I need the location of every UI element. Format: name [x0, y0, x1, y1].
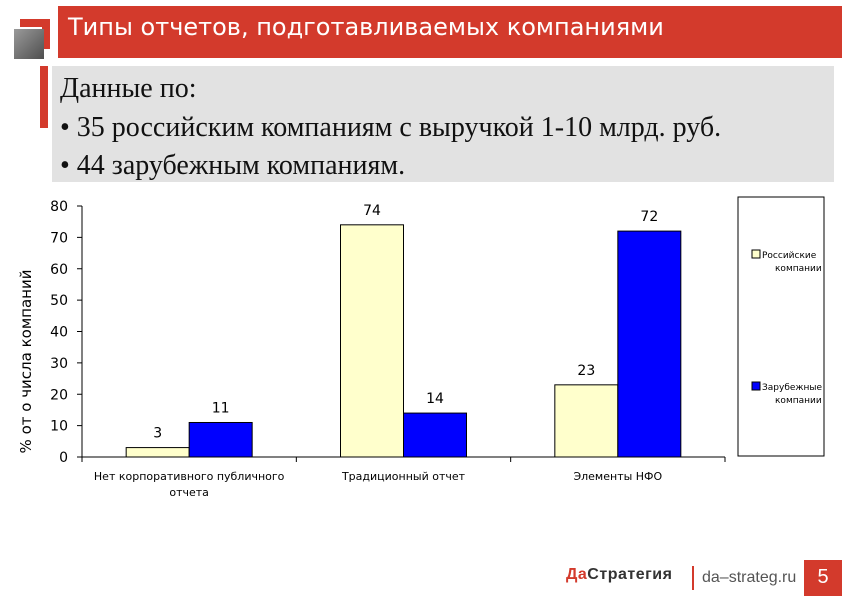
slide-title: Типы отчетов, подготавливаемых компаниям… [68, 13, 664, 41]
legend-label: компании [775, 264, 822, 274]
data-label: 72 [640, 209, 658, 225]
y-tick-label: 40 [50, 325, 68, 341]
data-label: 74 [363, 203, 381, 219]
legend-label: Российские [762, 251, 817, 261]
bar [617, 230, 682, 458]
y-tick-label: 80 [50, 199, 68, 215]
brand-accent-text: Да [566, 566, 588, 583]
brand-text: Стратегия [587, 566, 673, 583]
page-number: 5 [817, 566, 829, 588]
legend-label: компании [775, 396, 822, 406]
footer-site-link[interactable]: da–strateg.ru [702, 569, 797, 586]
footer-separator [692, 566, 694, 590]
y-tick-label: 70 [50, 230, 68, 246]
data-label: 3 [153, 426, 162, 442]
x-tick-label: отчета [169, 486, 209, 499]
legend-swatch [751, 249, 761, 259]
title-bar [58, 6, 842, 58]
bar [188, 421, 253, 458]
bar [403, 412, 467, 458]
x-tick-label: Традиционный отчет [341, 470, 466, 483]
info-box [52, 66, 834, 182]
y-tick-label: 30 [50, 356, 68, 372]
y-tick-label: 10 [50, 419, 68, 435]
page-number-box [804, 560, 842, 596]
y-axis-label: % от о числа компаний [17, 270, 35, 454]
info-bullet: • 44 зарубежным компаниям. [60, 150, 406, 181]
info-bullet: • 35 российским компаниям с выручкой 1-1… [60, 112, 722, 143]
y-tick-label: 20 [50, 387, 68, 403]
footer-brand-logo: ДаСтратегия [566, 566, 672, 584]
legend-swatch [751, 381, 761, 391]
bar [554, 384, 619, 458]
y-tick-label: 50 [50, 293, 68, 309]
data-label: 11 [212, 400, 230, 416]
legend-box [737, 196, 825, 457]
bar [125, 447, 190, 458]
logo-square-gray [14, 29, 44, 59]
x-tick-label: Элементы НФО [573, 470, 662, 483]
legend-label: Зарубежные [762, 383, 823, 393]
bar [340, 224, 404, 458]
y-tick-label: 60 [50, 262, 68, 278]
data-label: 14 [426, 391, 444, 407]
info-heading: Данные по: [60, 73, 197, 104]
info-accent-stripe [40, 66, 48, 128]
x-tick-label: Нет корпоративного публичного [94, 470, 285, 483]
data-label: 23 [577, 363, 595, 379]
y-tick-label: 0 [59, 450, 68, 466]
